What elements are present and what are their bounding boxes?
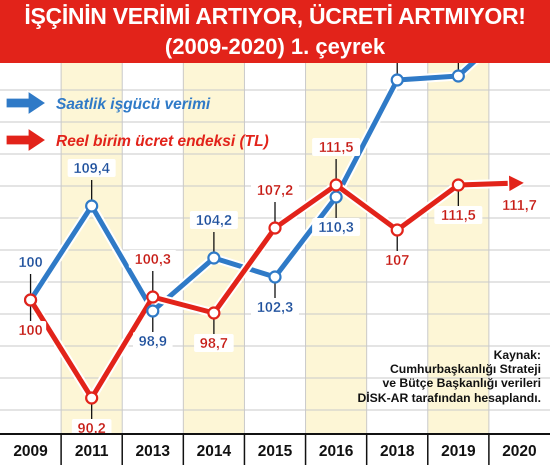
chart-subtitle: (2009-2020) 1. çeyrek [0,33,550,63]
data-label: 100 [18,255,42,271]
data-label: 107 [385,253,409,269]
data-label-bg [14,321,47,339]
data-label: 111,5 [319,140,354,156]
data-label: 100,3 [135,252,171,268]
source-label: Kaynak: [493,348,541,362]
data-label-bg [14,253,47,271]
data-label-bg [194,334,234,352]
data-label-bg [128,250,177,268]
source-note: Kaynak: Cumhurbaşkanlığı Strateji ve Büt… [357,348,541,405]
x-tick-label: 2015 [258,443,293,460]
data-point [207,306,221,320]
data-label-bg [381,251,413,269]
year-band [305,63,367,434]
x-tick-label: 2009 [13,443,48,460]
legend-label: Saatlik işgücü verimi [56,96,211,113]
data-label: 111,7 [502,198,537,214]
legend: Saatlik işgücü verimi Reel birim ücret en… [5,89,269,154]
data-label: 98,9 [139,334,167,350]
x-tick-label: 2013 [136,443,171,460]
x-tick-label: 2019 [441,443,476,460]
data-label-bg [67,159,116,177]
source-line: DİSK-AR tarafından hesaplandı. [357,390,541,405]
x-tick-label: 2011 [75,443,109,460]
data-label-bg [189,211,238,229]
data-label: 100 [18,323,42,339]
data-point [207,251,221,265]
data-point [146,304,160,318]
data-point [390,73,404,87]
data-label-bg [312,218,361,236]
data-label-bg [312,138,361,156]
gridlines [0,63,550,434]
data-point [85,391,99,405]
data-label: 111,5 [441,208,476,224]
data-label: 104,2 [196,213,232,229]
data-label-bg [251,181,299,199]
data-point [329,178,343,192]
year-band [427,63,489,434]
data-point [329,190,343,204]
data-point [23,293,38,307]
data-point [451,178,465,192]
data-label: 110,3 [318,220,354,236]
series-arrowhead [507,173,527,194]
data-point [390,223,404,237]
x-axis: 2009 2011 2013 2014 2015 2016 2018 2019 2020 [0,433,550,465]
data-label: 107,2 [257,183,293,199]
x-tick-label: 2014 [197,443,232,460]
legend-arrow-icon [5,89,48,117]
data-label: 102,3 [257,300,293,316]
data-label: 109,4 [74,161,110,177]
data-label-bg [132,332,173,350]
x-tick-label: 2020 [502,443,536,460]
data-point [268,221,282,235]
data-label-bg [251,298,299,316]
data-point [146,290,160,304]
data-label-bg [71,419,112,437]
data-point [85,199,99,213]
legend-arrow-icon [5,126,48,154]
chart-title: İŞÇİNİN VERİMİ ARTIYOR, ÜCRETİ ARTMIYOR! [0,0,550,33]
data-label-bg [434,206,483,224]
x-axis-bar [0,434,550,465]
source-line: ve Bütçe Başkanlığı verileri [382,376,541,391]
legend-label: Reel birim ücret endeksi (TL) [56,133,269,150]
data-point [451,69,465,83]
x-tick-label: 2016 [319,443,354,460]
data-point [268,270,282,284]
data-label: 98,7 [200,336,228,352]
source-line: Cumhurbaşkanlığı Strateji [389,362,541,377]
data-label-bg [495,196,544,214]
x-tick-label: 2018 [380,443,415,460]
